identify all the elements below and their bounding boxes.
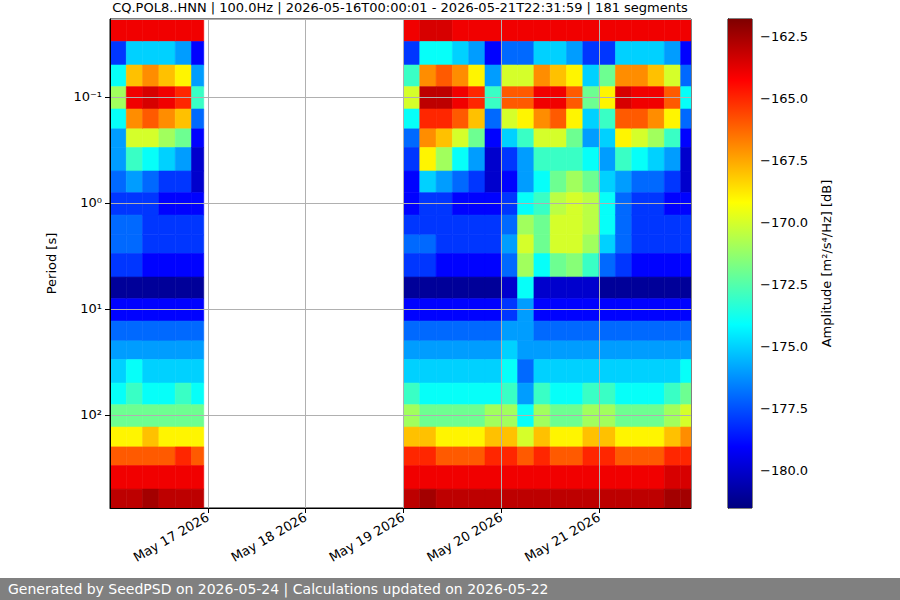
svg-text:May 21 2026: May 21 2026 bbox=[522, 510, 603, 565]
svg-text:May 17 2026: May 17 2026 bbox=[131, 510, 212, 565]
svg-text:May 20 2026: May 20 2026 bbox=[424, 510, 505, 565]
svg-text:−167.5: −167.5 bbox=[760, 153, 808, 168]
svg-text:−162.5: −162.5 bbox=[760, 29, 808, 44]
svg-text:10¹: 10¹ bbox=[80, 301, 102, 316]
svg-text:Period [s]: Period [s] bbox=[44, 233, 59, 295]
svg-text:−165.0: −165.0 bbox=[760, 91, 808, 106]
svg-text:Amplitude [m²/s⁴/Hz] [dB]: Amplitude [m²/s⁴/Hz] [dB] bbox=[819, 180, 834, 348]
svg-text:−175.0: −175.0 bbox=[760, 339, 808, 354]
svg-text:−172.5: −172.5 bbox=[760, 277, 808, 292]
svg-text:10⁰: 10⁰ bbox=[80, 195, 102, 210]
svg-text:10²: 10² bbox=[80, 407, 102, 422]
svg-text:−180.0: −180.0 bbox=[760, 463, 808, 478]
svg-text:−177.5: −177.5 bbox=[760, 401, 808, 416]
svg-text:CQ.POL8..HNN | 100.0Hz | 2026-: CQ.POL8..HNN | 100.0Hz | 2026-05-16T00:0… bbox=[112, 0, 688, 15]
svg-text:May 19 2026: May 19 2026 bbox=[326, 510, 407, 565]
svg-text:Generated by SeedPSD on 2026-0: Generated by SeedPSD on 2026-05-24 | Cal… bbox=[8, 581, 549, 598]
svg-text:May 18 2026: May 18 2026 bbox=[229, 510, 310, 565]
svg-text:−170.0: −170.0 bbox=[760, 215, 808, 230]
svg-text:10⁻¹: 10⁻¹ bbox=[73, 89, 102, 104]
